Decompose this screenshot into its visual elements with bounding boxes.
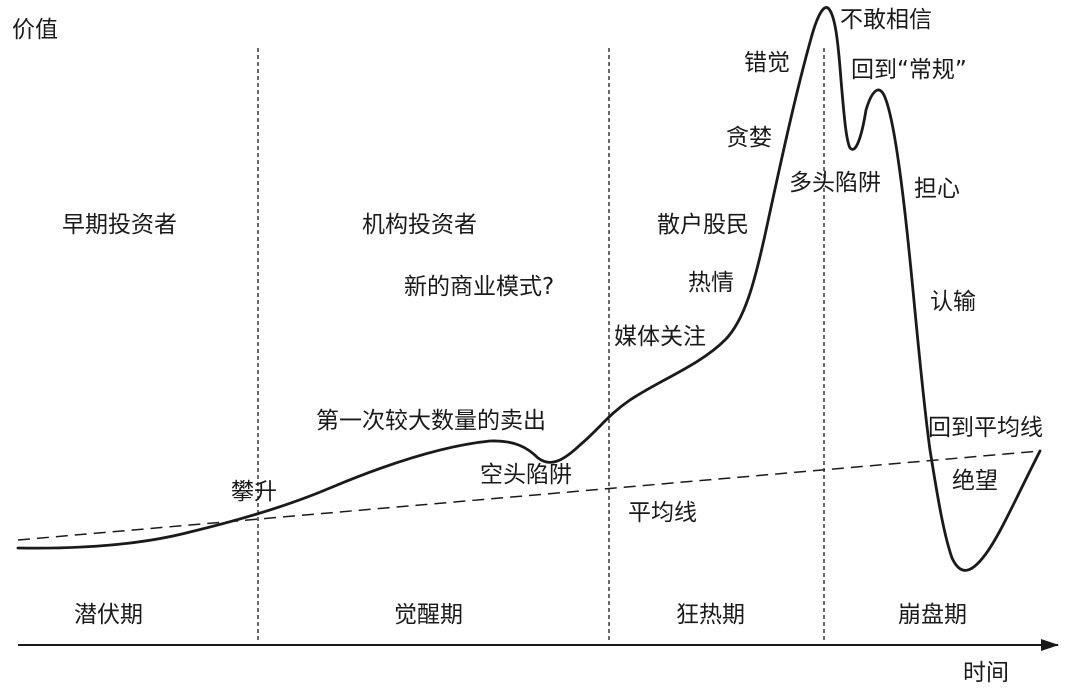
mean-line-label: 平均线: [628, 500, 697, 526]
annotation-despair: 绝望: [952, 468, 998, 494]
investor-label-institutional: 机构投资者: [362, 212, 477, 238]
annotation-climb: 攀升: [231, 479, 277, 505]
annotation-back-to-normal: 回到“常规”: [851, 57, 967, 83]
phase-label-mania: 狂热期: [676, 602, 745, 628]
phase-label-latent: 潜伏期: [74, 602, 143, 628]
annotation-new-business-model: 新的商业模式?: [404, 274, 554, 300]
annotation-enthusiasm: 热情: [688, 270, 734, 296]
annotation-bull-trap: 多头陷阱: [789, 170, 881, 196]
y-axis-label: 价值: [12, 17, 58, 43]
annotation-worry: 担心: [914, 176, 960, 202]
phase-label-blowoff: 崩盘期: [898, 602, 967, 628]
annotation-greed: 贪婪: [726, 125, 772, 151]
annotation-bear-trap: 空头陷阱: [480, 462, 572, 488]
annotation-first-big-selloff: 第一次较大数量的卖出: [316, 408, 546, 434]
phase-label-awareness: 觉醒期: [394, 602, 463, 628]
annotation-delusion: 错觉: [744, 50, 790, 76]
value-curve: [16, 6, 1042, 572]
annotation-media-attention: 媒体关注: [614, 324, 706, 350]
annotation-capitulation: 认输: [930, 289, 976, 315]
x-axis-label: 时间: [963, 660, 1009, 686]
annotation-disbelief: 不敢相信: [840, 7, 932, 33]
annotation-return-to-mean: 回到平均线: [928, 415, 1043, 441]
investor-label-early: 早期投资者: [62, 212, 177, 238]
investor-label-retail: 散户股民: [657, 212, 749, 238]
